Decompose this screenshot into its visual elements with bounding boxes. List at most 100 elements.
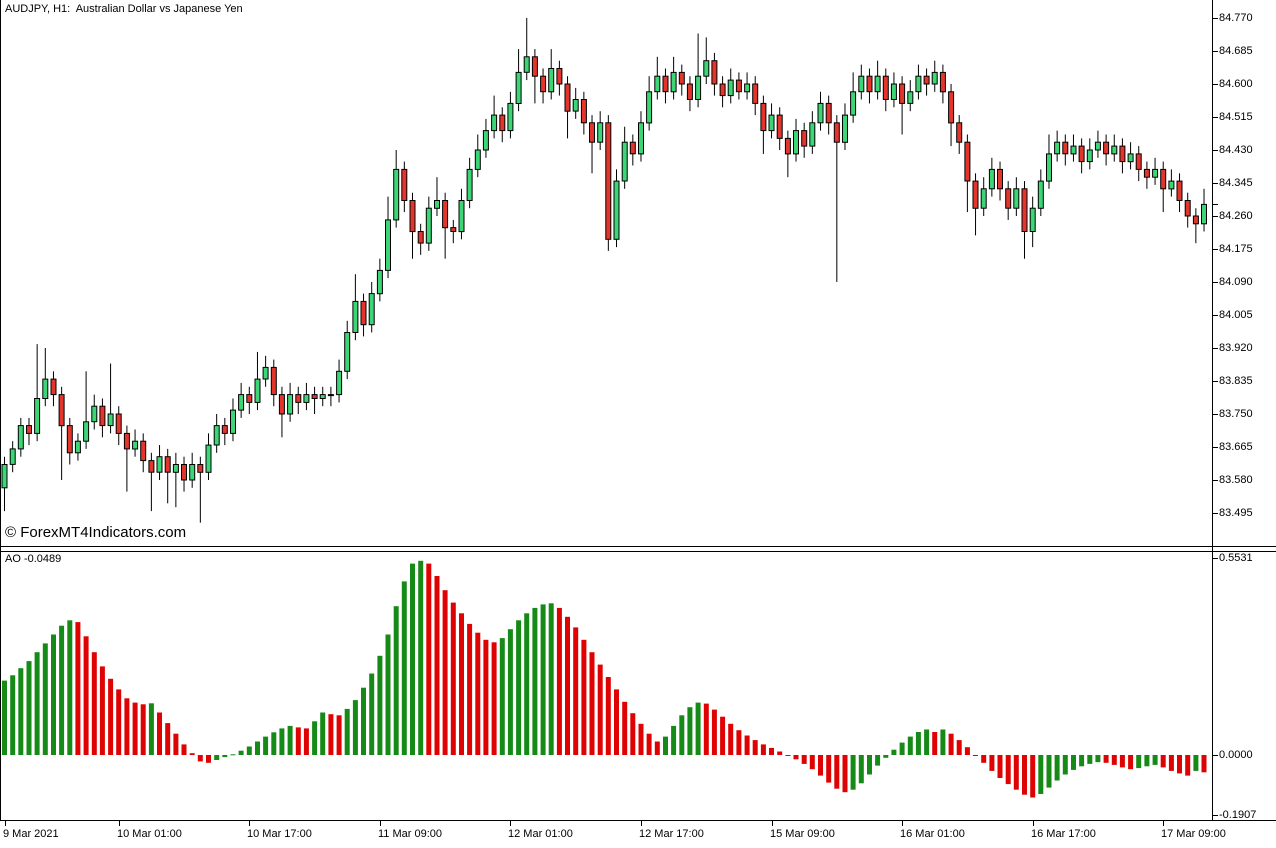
bear-candle xyxy=(1021,188,1028,233)
ao-bar-up xyxy=(385,634,391,755)
time-tick xyxy=(902,821,903,826)
ao-bar-up xyxy=(255,741,260,755)
price-axis-label: 84.430 xyxy=(1219,144,1253,156)
ao-bar-down xyxy=(932,732,938,755)
ao-bar-down xyxy=(1128,755,1134,770)
bull-candle xyxy=(376,269,383,295)
ao-bar-up xyxy=(679,715,685,755)
bull-candle xyxy=(213,425,220,446)
bear-candle xyxy=(164,456,171,473)
current-price-tick xyxy=(1212,204,1218,205)
bull-candle xyxy=(368,293,375,326)
time-tick xyxy=(119,821,120,826)
indicator-axis-label: -0.1907 xyxy=(1219,809,1257,821)
ao-bar-down xyxy=(728,723,734,755)
bear-candle xyxy=(776,114,783,139)
ao-bar-down xyxy=(483,639,489,755)
bull-candle xyxy=(230,409,236,434)
time-tick xyxy=(1163,821,1164,826)
price-tick-dash xyxy=(1212,348,1218,349)
bear-candle xyxy=(148,460,155,473)
bull-candle xyxy=(874,75,881,93)
bear-candle xyxy=(760,102,767,132)
bear-candle xyxy=(140,440,147,462)
bear-candle xyxy=(123,432,130,450)
bull-candle xyxy=(482,130,489,151)
ao-bar-down xyxy=(605,677,611,755)
bull-candle xyxy=(9,448,16,465)
ao-bar-down xyxy=(744,735,750,755)
bull-candle xyxy=(336,370,343,396)
bear-candle xyxy=(58,394,65,427)
bull-candle xyxy=(1111,145,1118,155)
ao-bar-up xyxy=(148,703,154,755)
ao-bar-down xyxy=(581,639,587,755)
indicator-tick-dash xyxy=(1212,755,1218,756)
ao-bar-down xyxy=(434,576,440,755)
ao-bar-up xyxy=(34,652,40,755)
ao-bar-up xyxy=(1062,755,1068,775)
bull-candle xyxy=(74,440,81,454)
time-tick xyxy=(510,821,511,826)
bear-candle xyxy=(295,394,302,403)
bull-candle xyxy=(638,122,644,155)
bear-candle xyxy=(270,366,277,396)
bear-candle xyxy=(711,60,718,85)
bull-candle xyxy=(768,114,775,132)
time-tick xyxy=(1033,821,1034,826)
indicator-axis-label: 0.5531 xyxy=(1219,552,1253,564)
panel-separator-bottom[interactable] xyxy=(0,551,1276,552)
time-axis-line xyxy=(0,820,1276,821)
ao-bar-up xyxy=(499,638,505,755)
ao-bar-down xyxy=(442,590,448,755)
price-axis-label: 84.005 xyxy=(1219,309,1253,321)
price-axis-label: 84.175 xyxy=(1219,243,1253,255)
ao-bar-up xyxy=(1136,755,1142,769)
bear-candle xyxy=(589,122,595,143)
bull-candle xyxy=(703,60,710,77)
ao-bar-down xyxy=(197,755,203,762)
price-tick-dash xyxy=(1212,381,1218,382)
bear-candle xyxy=(948,91,955,124)
bull-candle xyxy=(1013,188,1020,209)
indicator-value-label: AO -0.0489 xyxy=(5,553,62,565)
ao-bar-up xyxy=(410,563,415,755)
bull-candle xyxy=(695,75,702,100)
bull-candle xyxy=(434,200,440,209)
ao-bar-down xyxy=(1103,755,1109,763)
ao-bar-down xyxy=(573,627,579,755)
ao-bar-down xyxy=(206,755,211,763)
bear-candle xyxy=(629,141,636,155)
bull-candle xyxy=(1127,153,1134,163)
ao-bar-up xyxy=(1144,755,1150,767)
ao-bar-down xyxy=(630,713,636,755)
bull-candle xyxy=(1037,180,1044,209)
ao-bar-up xyxy=(418,560,424,755)
ao-histogram-area[interactable] xyxy=(0,551,1212,820)
ao-bar-down xyxy=(108,678,114,755)
ao-bar-up xyxy=(1038,755,1044,794)
bear-candle xyxy=(956,122,963,143)
bear-candle xyxy=(719,83,726,97)
price-tick-dash xyxy=(1212,183,1218,184)
chart-title: AUDJPY, H1: Australian Dollar vs Japanes… xyxy=(5,3,243,15)
bull-candle xyxy=(1070,145,1077,155)
bull-candle xyxy=(393,168,400,221)
bull-candle xyxy=(980,188,987,209)
price-tick-dash xyxy=(1212,315,1218,316)
ao-bar-down xyxy=(83,636,89,755)
bull-candle xyxy=(1152,168,1159,178)
time-axis-label: 9 Mar 2021 xyxy=(3,828,59,840)
panel-separator-top[interactable] xyxy=(0,546,1276,547)
bull-candle xyxy=(809,122,816,147)
time-axis-label: 10 Mar 01:00 xyxy=(117,828,182,840)
bull-candle xyxy=(303,394,310,403)
ao-bar-up xyxy=(59,625,65,755)
bull-candle xyxy=(1094,141,1101,151)
ao-bar-down xyxy=(1185,755,1191,776)
ao-bar-up xyxy=(516,620,522,755)
bear-candle xyxy=(825,102,832,124)
candlestick-chart-area[interactable] xyxy=(0,0,1212,546)
ao-bar-up xyxy=(1095,755,1101,763)
bull-candle xyxy=(988,168,995,190)
